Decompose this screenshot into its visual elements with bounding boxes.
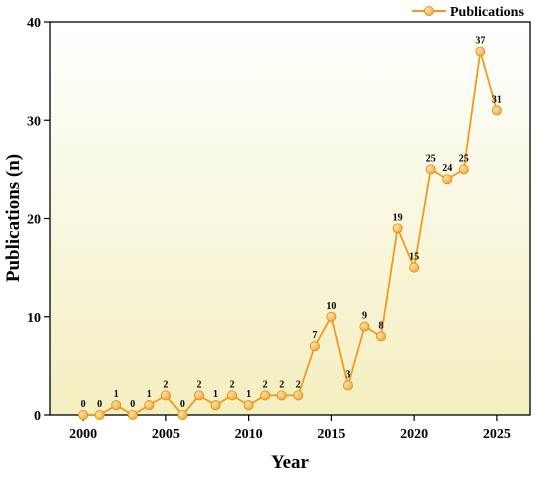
legend-marker xyxy=(423,6,434,16)
data-label: 24 xyxy=(442,163,452,174)
y-tick-label: 20 xyxy=(27,213,41,228)
data-point xyxy=(227,390,238,401)
data-point xyxy=(442,174,453,185)
data-point xyxy=(127,409,138,420)
data-point xyxy=(193,390,204,401)
data-point xyxy=(276,390,287,401)
x-tick-label: 2020 xyxy=(400,427,428,442)
data-label: 1 xyxy=(246,389,251,400)
data-label: 1 xyxy=(114,389,119,400)
legend: Publications xyxy=(412,5,524,20)
legend-label: Publications xyxy=(450,5,524,20)
data-label: 15 xyxy=(409,252,419,263)
data-point xyxy=(260,390,271,401)
data-point xyxy=(94,409,105,420)
data-label: 3 xyxy=(345,370,350,381)
data-point xyxy=(376,331,387,342)
data-label: 25 xyxy=(426,153,436,164)
y-tick-label: 10 xyxy=(27,311,41,326)
y-tick-label: 30 xyxy=(27,114,41,129)
data-point xyxy=(458,164,469,175)
data-point xyxy=(326,311,337,322)
data-point xyxy=(475,46,486,57)
x-tick-label: 2010 xyxy=(235,427,263,442)
y-tick-label: 40 xyxy=(27,16,41,31)
x-tick-label: 2025 xyxy=(483,427,511,442)
x-tick-label: 2015 xyxy=(317,427,345,442)
data-point xyxy=(342,380,353,391)
data-label: 1 xyxy=(213,389,218,400)
data-label: 0 xyxy=(180,399,185,410)
data-label: 10 xyxy=(326,301,336,312)
y-axis: 0 10 20 30 40 xyxy=(27,16,50,424)
data-point xyxy=(177,409,188,420)
data-label: 2 xyxy=(296,379,301,390)
x-tick-label: 2005 xyxy=(152,427,180,442)
data-label: 2 xyxy=(163,379,168,390)
plot-area xyxy=(49,21,531,416)
data-point xyxy=(144,400,155,411)
data-label: 2 xyxy=(230,379,235,390)
data-label: 0 xyxy=(81,399,86,410)
data-label: 0 xyxy=(130,399,135,410)
data-label: 2 xyxy=(196,379,201,390)
data-label: 9 xyxy=(362,311,367,322)
data-point xyxy=(409,262,420,273)
data-point xyxy=(78,409,89,420)
data-label: 0 xyxy=(97,399,102,410)
data-point xyxy=(309,341,320,352)
x-axis-title: Year xyxy=(271,452,310,473)
y-tick-label: 0 xyxy=(34,409,41,424)
data-label: 19 xyxy=(393,212,403,223)
data-point xyxy=(210,400,221,411)
x-tick-label: 2000 xyxy=(69,427,97,442)
data-point xyxy=(359,321,370,332)
data-label: 8 xyxy=(379,320,384,331)
data-label: 25 xyxy=(459,153,469,164)
data-point xyxy=(425,164,436,175)
data-label: 31 xyxy=(492,94,502,105)
data-label: 1 xyxy=(147,389,152,400)
data-point xyxy=(491,105,502,116)
data-label: 37 xyxy=(475,35,485,46)
data-label: 2 xyxy=(279,379,284,390)
y-axis-title: Publications (n) xyxy=(3,154,24,282)
data-point xyxy=(293,390,304,401)
data-point xyxy=(160,390,171,401)
data-point xyxy=(243,400,254,411)
data-point xyxy=(111,400,122,411)
x-axis: 2000 2005 2010 2015 2020 2025 xyxy=(69,415,511,442)
data-label: 2 xyxy=(263,379,268,390)
data-point xyxy=(392,223,403,234)
data-label: 7 xyxy=(312,330,317,341)
